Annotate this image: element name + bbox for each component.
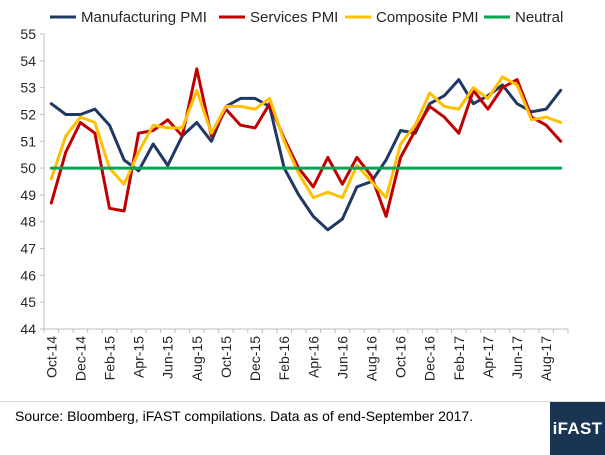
y-tick-label: 45 bbox=[20, 294, 36, 310]
x-tick-label: Jun-15 bbox=[160, 336, 176, 379]
x-tick-label: Apr-15 bbox=[131, 336, 147, 378]
footer-bar: Source: Bloomberg, iFAST compilations. D… bbox=[0, 401, 605, 455]
x-tick-label: Feb-16 bbox=[276, 336, 292, 381]
x-tick-label: Oct-14 bbox=[43, 336, 59, 378]
y-tick-label: 47 bbox=[20, 241, 36, 257]
x-tick-label: Apr-17 bbox=[480, 336, 496, 378]
x-tick-label: Aug-17 bbox=[538, 336, 554, 381]
y-tick-label: 51 bbox=[20, 133, 36, 149]
x-tick-label: Oct-15 bbox=[218, 336, 234, 378]
source-note: Source: Bloomberg, iFAST compilations. D… bbox=[15, 408, 474, 424]
chart-area: 44 45 46 47 48 49 50 51 52 53 54 55 Oct-14 Dec-14 Feb-… bbox=[20, 9, 569, 381]
pmi-line-chart: 44 45 46 47 48 49 50 51 52 53 54 55 Oct-14 Dec-14 Feb-… bbox=[20, 9, 569, 381]
y-tick-label: 52 bbox=[20, 106, 36, 122]
legend-label: Manufacturing PMI bbox=[81, 9, 207, 26]
x-tick-label: Dec-16 bbox=[422, 336, 438, 381]
x-tick-label: Dec-15 bbox=[247, 336, 263, 381]
x-tick-label: Dec-14 bbox=[72, 336, 88, 381]
x-tick-label: Aug-16 bbox=[364, 336, 380, 381]
legend-label: Services PMI bbox=[250, 9, 338, 26]
x-tick-label: Oct-16 bbox=[393, 336, 409, 378]
y-tick-label: 46 bbox=[20, 267, 36, 283]
x-tick-label: Aug-15 bbox=[189, 336, 205, 381]
logo-text: iFAST bbox=[552, 418, 603, 438]
series-line-composite-pmi bbox=[49, 75, 563, 200]
y-tick-label: 44 bbox=[20, 321, 36, 337]
series-line-services-pmi bbox=[49, 67, 563, 218]
legend-label: Composite PMI bbox=[376, 9, 479, 26]
y-tick-label: 55 bbox=[20, 26, 36, 42]
x-tick-label: Jun-16 bbox=[334, 336, 350, 379]
legend-label: Neutral bbox=[515, 9, 563, 26]
y-tick-label: 48 bbox=[20, 214, 36, 230]
x-tick-label: Apr-16 bbox=[305, 336, 321, 378]
x-tick-label: Feb-15 bbox=[102, 336, 118, 381]
y-tick-label: 53 bbox=[20, 80, 36, 96]
y-tick-label: 50 bbox=[20, 160, 36, 176]
y-tick-label: 49 bbox=[20, 187, 36, 203]
y-tick-label: 54 bbox=[20, 53, 36, 69]
x-tick-label: Feb-17 bbox=[451, 336, 467, 381]
x-tick-label: Jun-17 bbox=[509, 336, 525, 379]
ifast-logo: iFAST bbox=[550, 402, 605, 455]
